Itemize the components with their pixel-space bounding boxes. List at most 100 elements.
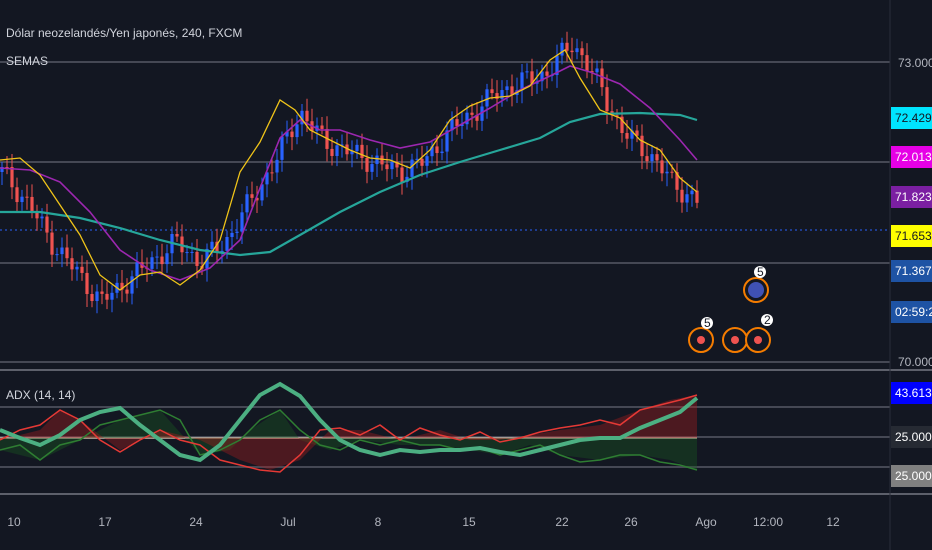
candle-body [455, 119, 459, 127]
candle-body [580, 48, 584, 56]
price-tick-73: 73.000 [898, 56, 932, 70]
candle-body [615, 115, 619, 117]
candle-body [585, 55, 589, 72]
event-marker-2[interactable] [722, 327, 748, 353]
event-marker-1[interactable]: 5 [688, 316, 714, 353]
candle-body [265, 172, 269, 185]
candle-body [155, 256, 159, 258]
candle-body [175, 234, 179, 237]
candle-body [675, 172, 679, 190]
price-tag-bg [891, 260, 932, 282]
candle-body [565, 42, 569, 51]
candle-body [80, 266, 84, 273]
candle-body [655, 154, 659, 161]
candle-body [340, 144, 344, 146]
candle-body [275, 159, 279, 173]
candle-body [250, 194, 254, 198]
time-scale[interactable] [0, 494, 890, 550]
candle-body [135, 262, 139, 277]
time-tick-label: 12 [826, 515, 840, 529]
adx-line [0, 381, 699, 463]
candle-body [525, 71, 529, 73]
candle-body [665, 171, 669, 174]
candle-body [190, 251, 194, 253]
candle-body [380, 155, 384, 165]
candle-body [40, 216, 44, 219]
candle-body [160, 256, 164, 265]
candle-body [285, 131, 289, 137]
candle-body [530, 71, 534, 84]
price-tag-label: 71.367 [895, 264, 932, 278]
candle-body [360, 144, 364, 158]
candle-body [485, 89, 489, 107]
candle-body [440, 151, 444, 154]
adx-tag-bg [891, 426, 932, 448]
candle-body [385, 164, 389, 170]
candle-body [185, 252, 189, 254]
candle-body [420, 158, 424, 166]
candle-body [10, 167, 14, 188]
adx-tag-label: 43.613 [895, 386, 932, 400]
adx-plots [0, 381, 699, 473]
candle-body [120, 282, 124, 290]
candle-body [450, 119, 454, 131]
time-tick-label: 10 [7, 515, 21, 529]
candle-body [375, 155, 379, 165]
candle-body [545, 71, 549, 76]
candle-body [400, 167, 404, 183]
time-tick-label: 22 [555, 515, 569, 529]
candle-body [635, 130, 639, 136]
candle-body [75, 266, 79, 270]
di-minus-line [0, 394, 698, 473]
candle-body [570, 50, 574, 53]
candle-body [430, 146, 434, 157]
candle-body [345, 144, 349, 155]
ema-mid-line [0, 65, 698, 281]
price-panel[interactable] [0, 0, 890, 370]
candle-body [475, 114, 479, 121]
indicator-label[interactable]: SEMAS [6, 54, 48, 68]
candle-body [290, 131, 294, 138]
price-tag-label: 71.823 [895, 190, 932, 204]
price-tag-bg [891, 107, 932, 129]
candle-body [85, 272, 89, 295]
price-tag-bg [891, 225, 932, 247]
candle-body [70, 258, 74, 270]
event-count: 5 [757, 265, 764, 279]
candle-body [50, 232, 54, 255]
time-tick-label: 12:00 [753, 515, 783, 529]
candle-body [100, 291, 104, 294]
candle-body [490, 89, 494, 94]
candle-body [0, 167, 4, 172]
candle-body [575, 48, 579, 53]
candle-body [60, 247, 64, 255]
candle-body [425, 156, 429, 166]
adx-label[interactable]: ADX (14, 14) [6, 388, 75, 402]
price-tag-label: 72.013 [895, 150, 932, 164]
symbol-title[interactable]: Dólar neozelandés/Yen japonés, 240, FXCM [6, 26, 242, 40]
candle-body [690, 190, 694, 195]
candle-body [30, 196, 34, 213]
adx-tag-bg [891, 465, 932, 487]
candle-body [110, 292, 114, 300]
candle-body [245, 194, 249, 213]
event-marker-4[interactable]: 2 [745, 313, 773, 353]
time-tick-label: 15 [462, 515, 476, 529]
event-count-badge [761, 314, 773, 326]
candle-body [395, 161, 399, 168]
event-count: 2 [764, 313, 771, 327]
candle-body [295, 124, 299, 138]
candle-body [645, 156, 649, 162]
event-marker-3[interactable]: 5 [743, 265, 769, 303]
candle-body [235, 231, 239, 233]
event-marker-dot [697, 336, 705, 344]
time-tick-label: 26 [624, 515, 638, 529]
candle-body [560, 42, 564, 56]
event-flag-icon [748, 282, 764, 298]
event-marker-dot [754, 336, 762, 344]
candle-body [435, 146, 439, 154]
candle-body [280, 136, 284, 160]
ema-fast-line [0, 49, 698, 291]
